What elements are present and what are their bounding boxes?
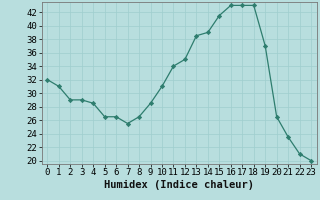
X-axis label: Humidex (Indice chaleur): Humidex (Indice chaleur) bbox=[104, 180, 254, 190]
